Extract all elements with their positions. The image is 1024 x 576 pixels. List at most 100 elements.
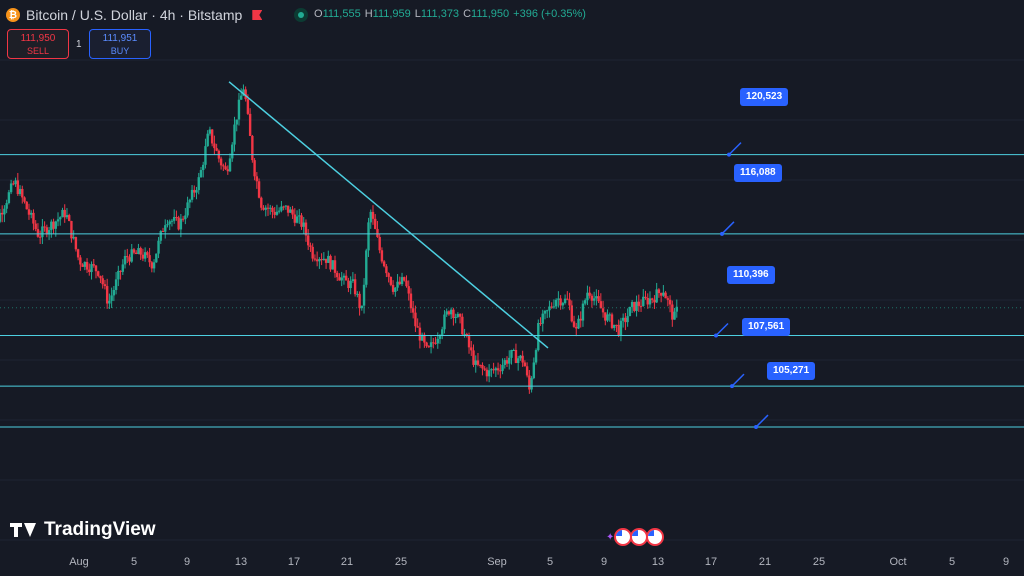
candle-body [454, 316, 457, 318]
candle-body [161, 231, 165, 233]
candle-body [266, 207, 270, 209]
candle-body [347, 280, 350, 289]
candle-body [400, 277, 404, 285]
candle-body [12, 183, 15, 185]
candle-body [382, 261, 386, 267]
symbol-title[interactable]: Bitcoin / U.S. Dollar · 4h · Bitstamp [26, 7, 243, 23]
candle-body [181, 218, 185, 220]
candle-body [74, 237, 78, 250]
candle-body [264, 207, 267, 210]
candle-body [617, 324, 620, 336]
level-callout[interactable]: 105,271 [767, 362, 816, 380]
level-callout[interactable]: 120,523 [740, 88, 789, 106]
candle-body [630, 301, 634, 307]
level-callout[interactable]: 116,088 [734, 164, 782, 182]
callout-pointer [715, 322, 729, 337]
candle-body [441, 329, 444, 336]
candle-body [36, 229, 40, 237]
candle-body [105, 286, 109, 304]
flag-icon[interactable] [252, 10, 263, 20]
candle-body [340, 277, 343, 281]
candle-body [14, 180, 17, 185]
candle-body [139, 248, 142, 255]
sell-button[interactable]: 111,950 SELL [7, 29, 69, 59]
candle-body [135, 252, 138, 255]
callout-pointer [755, 414, 769, 428]
candle-body [289, 209, 292, 213]
candle-body [324, 258, 328, 263]
candle-body [512, 349, 515, 351]
candle-body [344, 275, 348, 281]
candle-body [309, 245, 312, 247]
candle-body [592, 298, 596, 301]
candle-body [586, 292, 589, 301]
candle-body [414, 312, 417, 327]
x-tick-label: Sep [487, 556, 507, 568]
candle-body [610, 314, 614, 328]
candle-body [539, 323, 542, 325]
level-callout[interactable]: 110,396 [727, 266, 775, 284]
economic-events[interactable]: ✦ [606, 528, 665, 546]
candle-body [479, 364, 482, 366]
candle-body [117, 270, 120, 280]
buy-button[interactable]: 111,951 BUY [89, 29, 151, 59]
candle-body [315, 259, 319, 262]
candle-body [532, 362, 536, 379]
candle-body [59, 217, 62, 220]
candle-body [438, 335, 442, 339]
candle-body [546, 310, 549, 312]
candle-body [282, 206, 285, 208]
candle-body [427, 346, 431, 348]
candle-body [5, 203, 8, 209]
candle-body [581, 303, 585, 321]
candle-body [16, 180, 20, 195]
candle-body [233, 124, 236, 145]
candle-body [521, 355, 524, 363]
buy-price: 111,951 [102, 33, 138, 44]
candle-body [128, 257, 131, 262]
level-callout[interactable]: 107,561 [742, 318, 791, 336]
candle-body [90, 264, 93, 273]
callout-anchor [720, 231, 724, 236]
candle-body [61, 209, 64, 218]
candle-body [298, 215, 301, 217]
candle-body [159, 231, 162, 241]
candle-body [170, 220, 174, 222]
candle-body [666, 298, 670, 300]
candle-body [365, 250, 368, 285]
callout-pointer [728, 142, 742, 156]
candle-body [563, 298, 567, 304]
candle-body [637, 301, 641, 306]
x-tick-label: 25 [394, 556, 408, 568]
candle-body [550, 306, 553, 308]
candle-body [613, 324, 616, 328]
candle-body [293, 214, 297, 223]
candle-body [418, 327, 422, 341]
candle-body [496, 368, 500, 371]
candle-body [405, 280, 408, 287]
candle-body [155, 253, 158, 263]
candle-body [548, 306, 551, 311]
candle-body [423, 334, 426, 343]
candle-body [434, 342, 437, 344]
us-flag-icon[interactable] [646, 528, 665, 546]
candle-body [443, 314, 446, 330]
candle-body [349, 281, 352, 289]
candle-body [447, 311, 451, 315]
candle-body [99, 275, 102, 279]
candle-body [467, 336, 471, 348]
candle-body [41, 226, 44, 238]
candle-body [485, 369, 489, 377]
candle-body [416, 326, 419, 328]
candle-body [356, 293, 359, 295]
candle-body [222, 165, 225, 167]
candle-body [193, 189, 196, 193]
candle-body [624, 317, 627, 323]
x-tick-label: 9 [1002, 556, 1010, 568]
candle-body [559, 298, 562, 306]
candle-body [291, 209, 294, 215]
candle-body [168, 221, 171, 225]
candle-body [597, 296, 600, 302]
candle-body [494, 368, 498, 371]
